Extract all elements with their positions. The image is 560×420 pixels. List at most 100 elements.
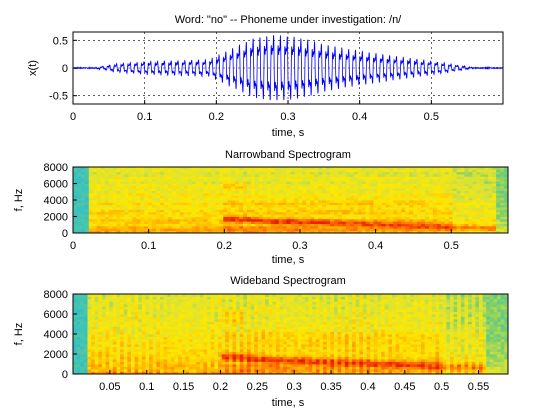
wideband-cell — [218, 304, 223, 307]
wideband-cell — [145, 329, 150, 332]
narrowband-cell — [385, 174, 390, 177]
narrowband-cell — [298, 211, 303, 215]
narrowband-cell — [405, 188, 410, 191]
narrowband-cell — [480, 200, 485, 203]
narrowband-cell — [373, 178, 378, 182]
narrowband-cell — [472, 178, 477, 182]
wideband-cell — [261, 311, 266, 315]
narrowband-cell — [274, 167, 280, 170]
narrowband-cell — [377, 197, 382, 201]
narrowband-cell — [448, 192, 454, 196]
narrowband-cell — [496, 211, 501, 215]
wideband-cell — [141, 294, 146, 297]
narrowband-cell — [148, 181, 153, 184]
wideband-cell — [174, 314, 179, 317]
wideband-cell — [163, 366, 168, 370]
wideband-cell — [123, 354, 128, 357]
wideband-cell — [123, 329, 128, 332]
wideband-cell — [218, 324, 223, 327]
wideband-cell — [116, 329, 121, 332]
wideband-cell — [257, 341, 262, 345]
wideband-cell — [98, 344, 103, 347]
wideband-cell — [276, 334, 281, 337]
narrowband-cell — [377, 190, 382, 194]
narrowband-cell — [381, 221, 386, 224]
wideband-cell — [73, 309, 78, 312]
narrowband-cell — [80, 181, 86, 184]
narrowband-cell — [199, 195, 204, 199]
wideband-cell — [199, 319, 204, 322]
narrowband-cell — [417, 174, 422, 177]
narrowband-cell — [104, 197, 109, 201]
wideband-cell — [145, 296, 150, 300]
narrowband-cell — [413, 223, 418, 227]
narrowband-cell — [160, 225, 165, 229]
wideband-cell — [73, 321, 78, 325]
narrowband-cell — [195, 225, 200, 229]
wideband-cell — [236, 294, 241, 297]
wideband-cell — [149, 326, 154, 330]
wideband-cell — [196, 311, 201, 315]
wideband-cell — [76, 331, 81, 335]
wideband-cell — [257, 354, 262, 357]
narrowband-cell — [148, 167, 153, 170]
wideband-cell — [91, 349, 96, 352]
wideband-cell — [181, 334, 186, 337]
narrowband-cell — [136, 190, 141, 194]
narrowband-cell — [504, 176, 509, 180]
narrowband-cell — [116, 218, 121, 222]
narrowband-cell — [254, 174, 260, 177]
narrowband-cell — [282, 228, 287, 232]
narrowband-cell — [413, 214, 418, 217]
narrowband-cell — [298, 174, 303, 177]
narrowband-cell — [448, 190, 454, 194]
wideband-cell — [102, 326, 107, 330]
narrowband-cell — [492, 228, 497, 232]
narrowband-cell — [140, 200, 145, 203]
narrowband-cell — [504, 228, 509, 232]
narrowband-cell — [444, 183, 450, 187]
narrowband-cell — [306, 204, 311, 208]
wideband-cell — [185, 301, 190, 305]
narrowband-cell — [353, 174, 359, 177]
wideband-cell — [83, 304, 88, 307]
wideband-cell — [138, 309, 143, 312]
wideband-cell — [239, 334, 244, 337]
narrowband-cell — [156, 223, 161, 227]
narrowband-cell — [199, 192, 204, 196]
narrowband-cell — [163, 228, 169, 232]
narrowband-cell — [124, 178, 129, 182]
wideband-cell — [163, 334, 168, 337]
wideband-cell — [257, 369, 262, 372]
narrowband-cell — [203, 204, 208, 208]
wideband-cell — [210, 336, 215, 340]
narrowband-cell — [100, 211, 106, 215]
narrowband-cell — [231, 171, 236, 175]
narrowband-cell — [341, 200, 347, 203]
narrowband-cell — [484, 195, 489, 199]
narrowband-cell — [132, 214, 137, 217]
narrowband-cell — [258, 190, 264, 194]
narrowband-cell — [298, 167, 303, 170]
narrowband-cell — [413, 225, 418, 229]
wideband-cell — [203, 371, 208, 375]
wideband-cell — [196, 319, 201, 322]
wideband-cell — [261, 351, 266, 355]
wideband-cell — [174, 361, 179, 365]
wideband-cell — [141, 341, 146, 345]
narrowband-cell — [373, 188, 378, 191]
narrowband-cell — [480, 185, 485, 189]
narrowband-cell — [156, 176, 161, 180]
narrowband-cell — [179, 188, 185, 191]
wideband-cell — [225, 344, 230, 347]
wideband-cell — [131, 314, 136, 317]
narrowband-cell — [326, 178, 331, 182]
narrowband-cell — [152, 190, 157, 194]
narrowband-cell — [258, 197, 264, 201]
wideband-cell — [156, 341, 161, 345]
narrowband-cell — [349, 207, 355, 210]
wideband-cell — [199, 361, 204, 365]
wideband-cell — [163, 331, 168, 335]
narrowband-cell — [231, 185, 236, 189]
narrowband-cell — [108, 183, 113, 187]
